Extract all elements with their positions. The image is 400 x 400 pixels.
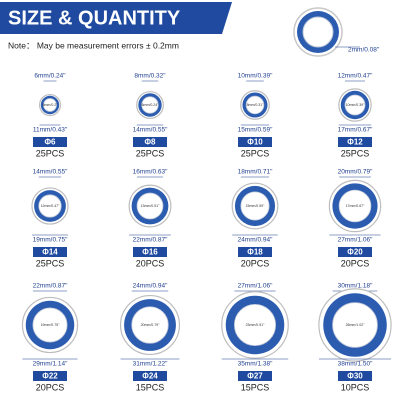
outer-size: 14mm/0.55" (133, 127, 169, 134)
title-banner (0, 2, 232, 34)
outer-size: 15mm/0.59" (238, 127, 274, 134)
size-badge (33, 137, 67, 147)
quantity: 20PCS (341, 258, 370, 268)
size-label: Φ20 (347, 248, 363, 257)
size-badge (338, 371, 372, 381)
outer-size: 17mm/0.67" (338, 127, 374, 134)
center-size: 19mm/0.75" (41, 323, 61, 327)
inner-size: 14mm/0.55" (33, 169, 69, 176)
ring-hole (233, 303, 277, 347)
inner-size: 6mm/0.24" (34, 73, 66, 80)
size-label: Φ24 (142, 372, 158, 381)
inner-size: 22mm/0.87" (33, 283, 69, 290)
quantity: 15PCS (136, 382, 165, 392)
ring-hole (38, 194, 62, 218)
size-badge (133, 247, 167, 257)
ring-hole (32, 307, 68, 343)
quantity: 20PCS (36, 382, 65, 392)
inner-size: 16mm/0.63" (133, 169, 169, 176)
ring-hole (136, 192, 164, 220)
outer-size: 38mm/1.50" (338, 361, 374, 368)
title: SIZE & QUANTITY (8, 7, 181, 29)
inner-size: 30mm/1.18" (338, 283, 374, 290)
ring-hole (141, 96, 159, 114)
quantity: 25PCS (136, 148, 165, 158)
size-badge (133, 137, 167, 147)
sample-ring (293, 7, 360, 57)
ring-hole (240, 191, 270, 221)
size-label: Φ16 (142, 248, 158, 257)
size-label: Φ14 (42, 248, 58, 257)
center-size: 5mm/0.2" (43, 103, 59, 107)
ring-hole (43, 98, 57, 112)
inner-size: 18mm/0.71" (238, 169, 274, 176)
quantity: 25PCS (36, 148, 65, 158)
ring-hole (245, 95, 265, 115)
ring-hole (332, 302, 378, 348)
quantity: 15PCS (241, 382, 270, 392)
note: Note： May be measurement errors ± 0.2mm (8, 40, 179, 50)
center-size: 17mm/0.67" (346, 204, 366, 208)
center-size: 23mm/0.91" (246, 323, 266, 327)
size-label: Φ30 (347, 372, 363, 381)
center-size: 26mm/1.02" (346, 323, 366, 327)
quantity: 20PCS (241, 258, 270, 268)
size-badge (238, 247, 272, 257)
size-label: Φ6 (44, 138, 56, 147)
center-size: 13mm/0.51" (141, 204, 161, 208)
ring-hole (131, 306, 169, 344)
size-badge (238, 137, 272, 147)
center-size: 6mm/0.24" (142, 103, 160, 107)
center-size: 10mm/0.39" (346, 103, 366, 107)
outer-size: 29mm/1.14" (33, 361, 69, 368)
size-label: Φ18 (247, 248, 263, 257)
quantity: 25PCS (36, 258, 65, 268)
outer-size: 35mm/1.38" (238, 361, 274, 368)
center-size: 15mm/0.59" (246, 204, 266, 208)
outer-size: 27mm/1.06" (338, 237, 374, 244)
size-label: Φ22 (42, 372, 58, 381)
outer-size: 22mm/0.87" (133, 237, 169, 244)
size-label: Φ10 (247, 138, 263, 147)
quantity: 25PCS (241, 148, 270, 158)
size-label: Φ27 (247, 372, 263, 381)
size-badge (33, 371, 67, 381)
size-label: Φ12 (347, 138, 363, 147)
ring-hole (344, 94, 366, 116)
center-size: 20mm/0.79" (141, 323, 161, 327)
outer-size: 24mm/0.94" (238, 237, 274, 244)
size-label: Φ8 (144, 138, 156, 147)
center-size: 12mm/0.47" (41, 204, 61, 208)
thickness-label: 2mm/0.08" (348, 47, 380, 54)
center-size: 8mm/0.31" (247, 103, 265, 107)
ring-hole (338, 189, 372, 223)
inner-size: 10mm/0.39" (238, 73, 274, 80)
outer-size: 19mm/0.75" (33, 237, 69, 244)
inner-size: 8mm/0.32" (134, 73, 166, 80)
inner-size: 20mm/0.79" (338, 169, 374, 176)
outer-size: 31mm/1.22" (133, 361, 169, 368)
size-badge (133, 371, 167, 381)
quantity: 20PCS (136, 258, 165, 268)
quantity: 10PCS (341, 382, 370, 392)
inner-size: 27mm/1.06" (238, 283, 274, 290)
size-badge (338, 247, 372, 257)
size-badge (238, 371, 272, 381)
outer-size: 11mm/0.43" (33, 127, 68, 134)
quantity: 25PCS (341, 148, 370, 158)
inner-size: 24mm/0.94" (133, 283, 169, 290)
size-badge (338, 137, 372, 147)
inner-size: 12mm/0.47" (338, 73, 374, 80)
size-badge (33, 247, 67, 257)
